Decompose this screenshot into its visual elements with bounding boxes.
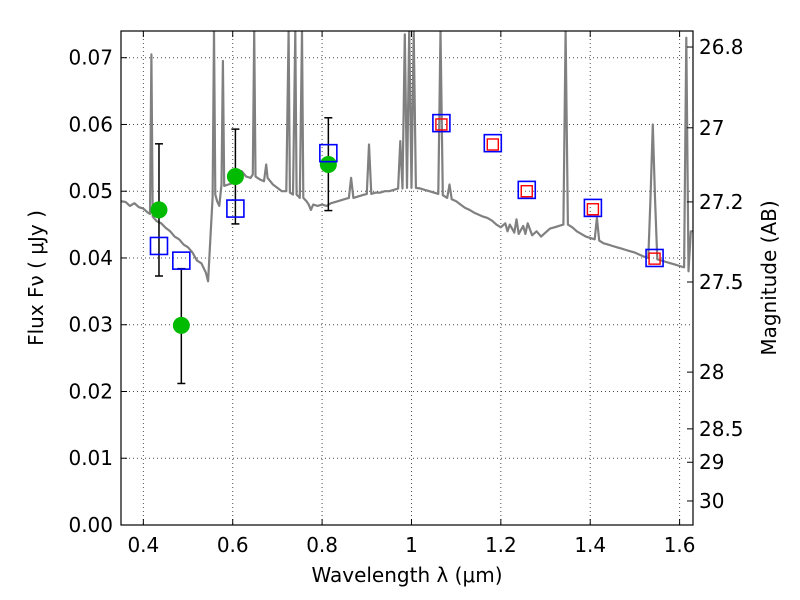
plot-area xyxy=(121,31,693,385)
nearir-point xyxy=(648,252,661,265)
x-axis-label: Wavelength λ (μm) xyxy=(311,563,502,587)
plot-frame xyxy=(120,30,694,526)
nearir-point xyxy=(486,138,499,151)
y-tick-label: 0.00 xyxy=(68,513,113,537)
y-tick-label: 0.02 xyxy=(68,379,113,403)
x-tick-label: 0.6 xyxy=(217,533,249,557)
model-point xyxy=(645,248,664,268)
right-tick-label: 30 xyxy=(699,489,724,513)
model-point xyxy=(583,198,603,218)
x-tick-label: 1.2 xyxy=(485,533,517,557)
observed-point xyxy=(150,201,168,219)
x-tick-label: 1.4 xyxy=(574,533,606,557)
model-point xyxy=(172,251,191,270)
x-tick-label: 0.4 xyxy=(127,533,159,557)
right-tick-label: 28.5 xyxy=(699,417,744,441)
nearir-point xyxy=(586,203,600,216)
nearir-point xyxy=(520,185,533,198)
model-point xyxy=(517,180,537,200)
observed-point xyxy=(319,156,337,174)
y-tick-label: 0.04 xyxy=(68,246,113,270)
right-tick-label: 27.2 xyxy=(699,190,744,214)
spectrum-line xyxy=(121,31,693,283)
x-tick-label: 1.6 xyxy=(664,533,696,557)
right-tick-label: 26.8 xyxy=(699,35,744,59)
observed-point xyxy=(172,316,190,334)
right-tick-label: 27.5 xyxy=(699,270,744,294)
right-tick-label: 27 xyxy=(699,116,724,140)
y-axis-label: Flux Fν ( μJy ) xyxy=(24,210,48,346)
model-point xyxy=(226,199,245,218)
model-point xyxy=(149,236,169,256)
y-tick-label: 0.07 xyxy=(68,46,113,70)
model-point xyxy=(319,143,338,163)
x-tick-label: 0.8 xyxy=(306,533,338,557)
y-tick-label: 0.06 xyxy=(68,112,113,136)
nearir-point xyxy=(435,118,448,131)
x-tick-label: 1 xyxy=(405,533,418,557)
y-tick-label: 0.03 xyxy=(68,313,113,337)
y-tick-label: 0.05 xyxy=(68,179,113,203)
y-tick-label: 0.01 xyxy=(68,446,113,470)
right-tick-label: 28 xyxy=(699,360,724,384)
model-point xyxy=(432,113,451,133)
right-tick-label: 29 xyxy=(699,450,724,474)
axis-ticks: 0.4 0.6 0.8 1 1.2 1.4 1.6 0.00 0.01 0.02 0.03 0.04 0… xyxy=(68,31,744,557)
model-point xyxy=(483,133,503,153)
right-axis-label: Magnitude (AB) xyxy=(757,200,781,355)
observed-point xyxy=(226,168,244,186)
